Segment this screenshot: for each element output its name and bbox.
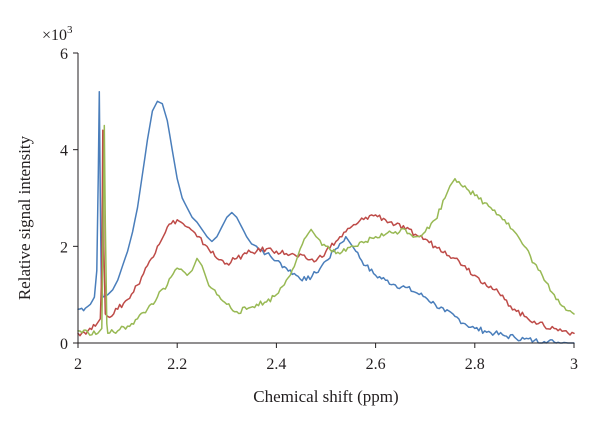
y-axis-title: Relative signal intensity [15, 135, 34, 300]
series-line-2 [77, 129, 575, 337]
y-tick-label: 2 [60, 239, 68, 256]
x-tick-label: 2 [74, 356, 82, 373]
y-multiplier-label: ×103 [42, 24, 73, 44]
y-tick-label: 4 [60, 143, 68, 160]
x-tick-label: 2.4 [266, 356, 286, 373]
x-axis-title: Chemical shift (ppm) [253, 387, 398, 406]
y-tick-label: 0 [60, 336, 68, 353]
x-tick-label: 2.2 [167, 356, 187, 373]
x-tick-label: 2.8 [465, 356, 485, 373]
series-line-3 [77, 124, 575, 336]
x-tick-label: 2.6 [366, 356, 386, 373]
x-tick-label: 3 [570, 356, 578, 373]
y-tick-label: 6 [60, 46, 68, 63]
series-line-1 [77, 90, 575, 344]
axes-layer [77, 53, 574, 344]
series-layer [77, 90, 575, 344]
